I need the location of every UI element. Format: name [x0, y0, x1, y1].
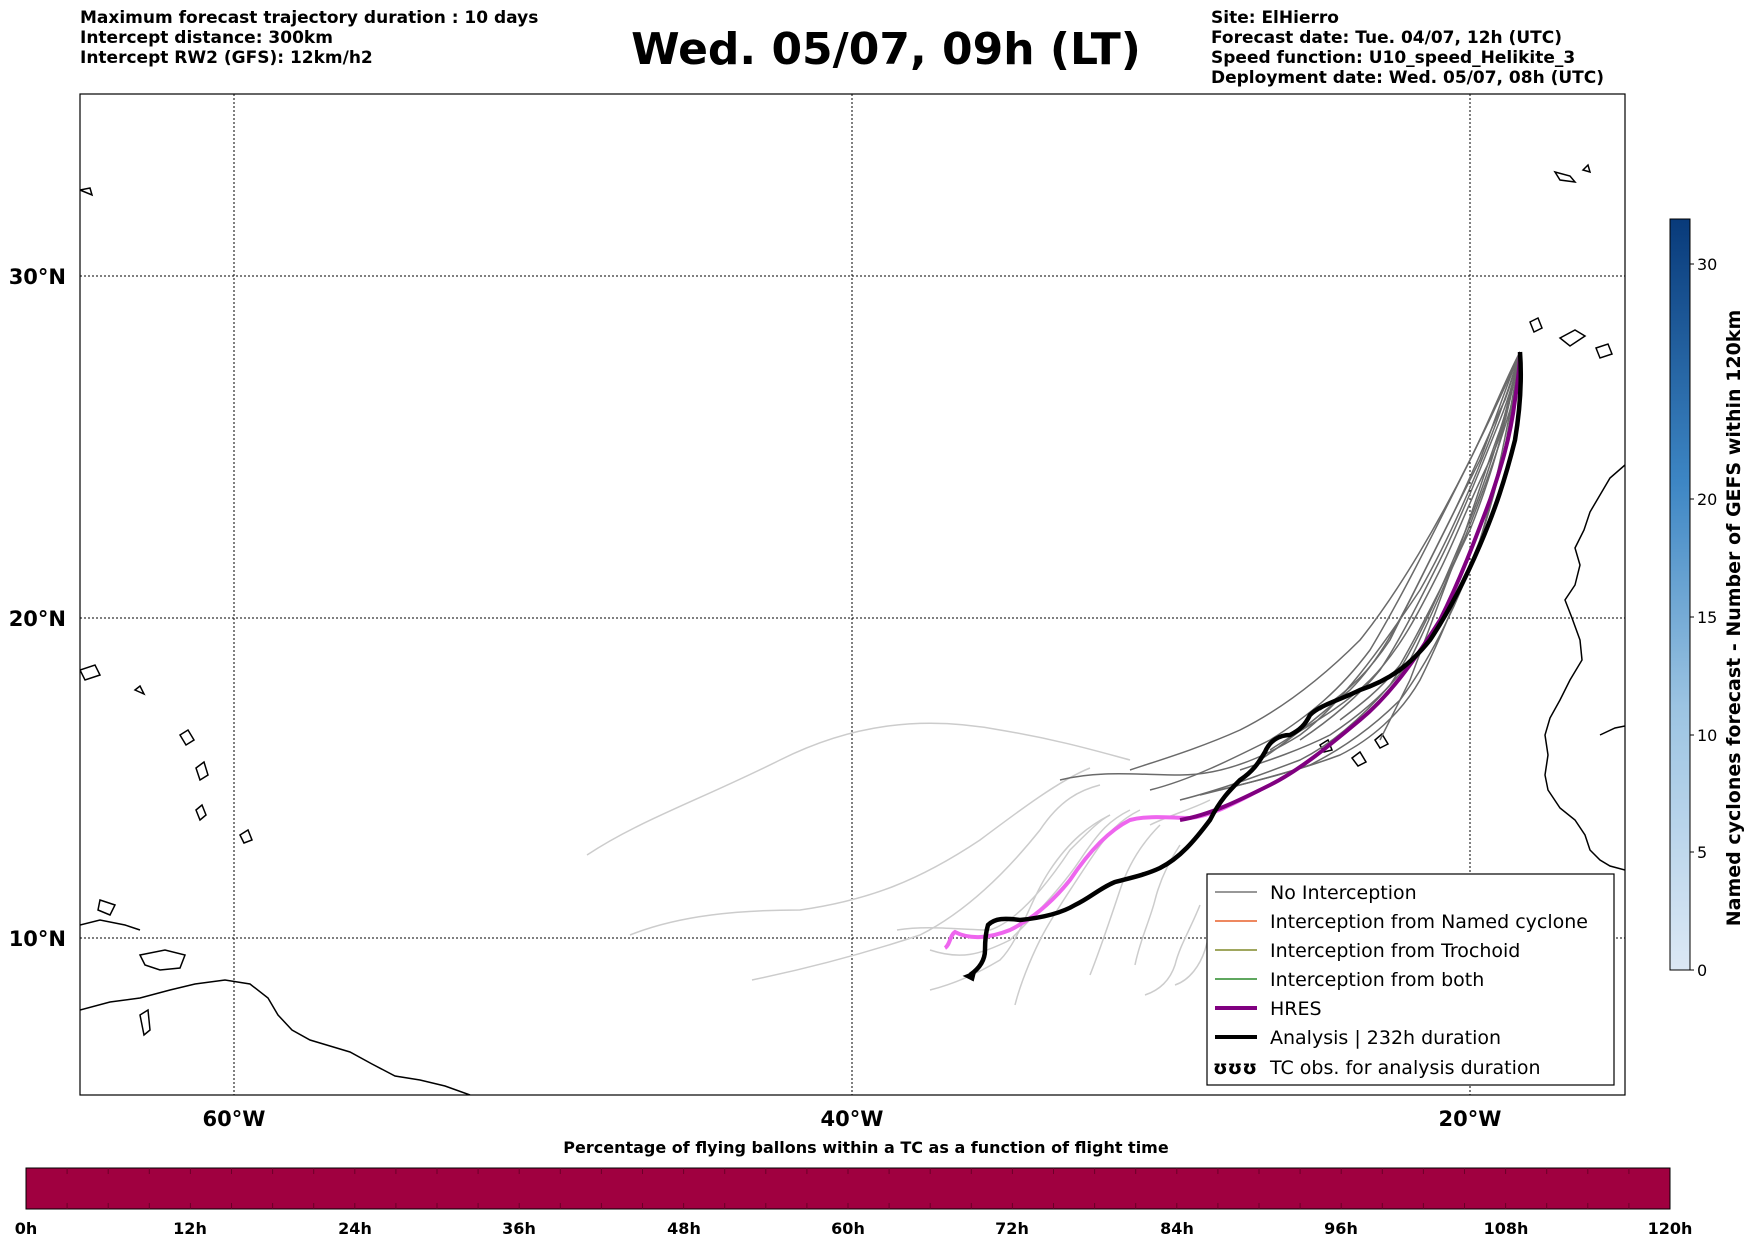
right-colorbar-gradient [1669, 218, 1691, 971]
lat-label-10: 10°N [9, 927, 66, 951]
bottom-colorbar-tick-60h: 60h [831, 1219, 865, 1238]
right-colorbar-tick-20: 20 [1697, 490, 1717, 509]
header-intercept-rw2: Intercept RW2 (GFS): 12km/h2 [80, 48, 373, 68]
legend-label-trochoid: Interception from Trochoid [1270, 940, 1520, 962]
coast-antilles-4 [239, 828, 253, 844]
coast-north-isle [80, 187, 94, 197]
bottom-colorbar-tick-120h: 120h [1648, 1219, 1693, 1238]
coast-antilles-3 [195, 803, 207, 822]
right-colorbar-tick-15: 15 [1697, 608, 1717, 627]
analysis-start-marker [962, 970, 977, 982]
bottom-colorbar-tick-12h: 12h [173, 1219, 207, 1238]
coast-canary-1 [1529, 316, 1543, 334]
legend: No Interception Interception from Named … [1206, 873, 1615, 1086]
coast-antilles-1 [178, 728, 196, 747]
bottom-colorbar: Percentage of flying ballons within a TC… [15, 1138, 1693, 1238]
bottom-colorbar-tick-96h: 96h [1324, 1219, 1358, 1238]
coast-cape-verde-3 [1374, 732, 1390, 749]
right-colorbar-tick-5: 5 [1697, 843, 1707, 862]
right-colorbar-tick-0: 0 [1697, 961, 1707, 980]
bottom-colorbar-tick-108h: 108h [1484, 1219, 1529, 1238]
bottom-colorbar-title: Percentage of flying ballons within a TC… [563, 1138, 1169, 1157]
bottom-colorbar-tick-0h: 0h [15, 1219, 38, 1238]
coast-grenadines [139, 1008, 151, 1037]
map-frame [79, 93, 1626, 1096]
coastlines [80, 163, 1625, 1095]
legend-label-hres: HRES [1270, 998, 1322, 1020]
coast-antilles-2 [195, 760, 209, 782]
bottom-colorbar-tick-24h: 24h [338, 1219, 372, 1238]
coast-trinidad [138, 949, 187, 971]
legend-swatch-tc-obs: ʊʊʊ [1213, 1057, 1257, 1079]
right-colorbar-tick-10: 10 [1697, 726, 1717, 745]
coast-madeira [1553, 170, 1577, 183]
bottom-colorbar-minor-ticks [66, 1168, 1630, 1209]
header-site: Site: ElHierro [1211, 8, 1339, 28]
page-title: Wed. 05/07, 09h (LT) [631, 24, 1141, 75]
legend-label-analysis: Analysis | 232h duration [1270, 1027, 1501, 1049]
lat-label-20: 20°N [9, 607, 66, 631]
right-colorbar-tick-30: 30 [1697, 255, 1717, 274]
coast-barbados [80, 664, 102, 681]
right-colorbar-label: Named cyclones forecast - Number of GEFS… [1723, 310, 1745, 927]
coast-canary-2 [1558, 329, 1587, 347]
bottom-colorbar-tick-84h: 84h [1160, 1219, 1194, 1238]
legend-label-named-cyclone: Interception from Named cyclone [1270, 911, 1588, 933]
coast-antilles-5 [133, 684, 146, 696]
header-forecast-date: Forecast date: Tue. 04/07, 12h (UTC) [1211, 28, 1562, 48]
legend-label-both: Interception from both [1270, 969, 1484, 991]
coast-south-america [80, 979, 471, 1095]
coast-canary-3 [1595, 343, 1613, 359]
legend-label-no-interception: No Interception [1270, 882, 1417, 904]
bottom-colorbar-tick-36h: 36h [502, 1219, 536, 1238]
coast-cape-verde-2 [1350, 750, 1368, 767]
lon-label-20w: 20°W [1439, 1107, 1502, 1131]
ensemble-tracks-light [586, 722, 1231, 1006]
header-deployment-date: Deployment date: Wed. 05/07, 08h (UTC) [1211, 68, 1605, 88]
coast-venezuela-north [80, 919, 141, 931]
coast-tobago [97, 899, 117, 916]
lon-label-40w: 40°W [821, 1107, 884, 1131]
coast-small-isle [1581, 163, 1592, 174]
coast-africa [1544, 464, 1625, 871]
legend-label-tc-obs: TC obs. for analysis duration [1269, 1057, 1541, 1079]
header-left: Maximum forecast trajectory duration : 1… [80, 8, 538, 68]
header-right: Site: ElHierro Forecast date: Tue. 04/07… [1211, 8, 1604, 88]
bottom-colorbar-tick-48h: 48h [667, 1219, 701, 1238]
gridlines [80, 94, 1625, 1095]
bottom-colorbar-tick-72h: 72h [995, 1219, 1029, 1238]
legend-box [1206, 873, 1615, 1086]
bottom-colorbar-bar [25, 1167, 1671, 1210]
lat-label-30: 30°N [9, 265, 66, 289]
coast-africa-inlet [1599, 725, 1625, 736]
header-max-duration: Maximum forecast trajectory duration : 1… [80, 8, 539, 28]
analysis-track [968, 351, 1523, 977]
lon-label-60w: 60°W [203, 1107, 266, 1131]
right-colorbar: 0 5 10 15 20 30 Named cyclones forecast … [1669, 218, 1745, 980]
header-intercept-distance: Intercept distance: 300km [80, 28, 333, 48]
header-speed-function: Speed function: U10_speed_Helikite_3 [1211, 48, 1576, 68]
